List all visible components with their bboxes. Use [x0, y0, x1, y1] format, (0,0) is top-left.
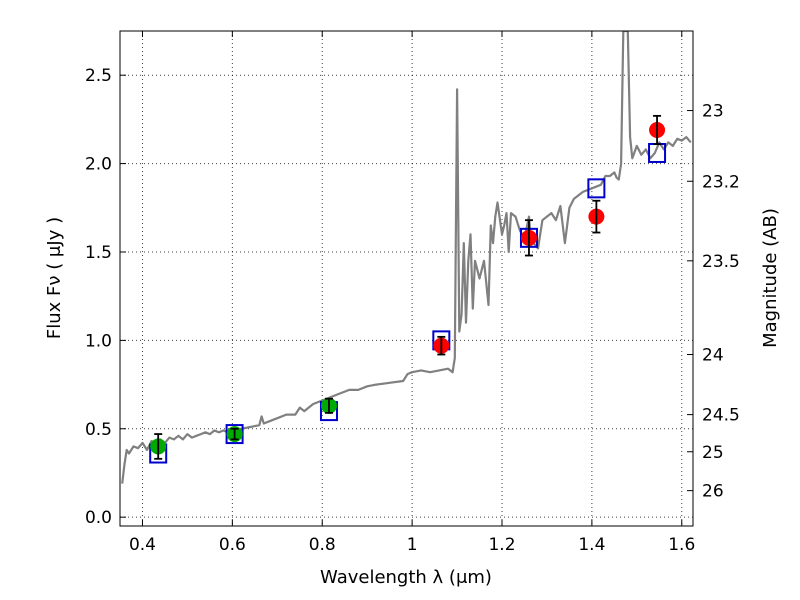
y-tick-label: 2.5: [85, 66, 112, 86]
x-tick-label: 0.6: [219, 535, 246, 555]
model-spectrum-line: [121, 31, 692, 484]
x-tick-label: 0.4: [129, 535, 156, 555]
grid-lines: [120, 31, 693, 526]
y2-tick-label: 25: [702, 443, 724, 463]
y2-tick-label: 23.2: [702, 172, 740, 192]
y2-tick-label: 26: [702, 482, 724, 502]
x-tick-label: 1.6: [668, 535, 695, 555]
y2-axis-label: Magnitude (AB): [760, 208, 781, 348]
y-tick-label: 0.0: [85, 508, 112, 528]
y-tick-label: 2.0: [85, 155, 112, 175]
y2-tick-label: 23: [702, 102, 724, 122]
y2-tick-label: 23.5: [702, 252, 740, 272]
y-axis-label: Flux Fν ( μJy ): [44, 217, 65, 339]
plot-frame: [119, 30, 694, 527]
y2-tick-label: 24: [702, 346, 724, 366]
x-tick-label: 1.4: [578, 535, 605, 555]
y-tick-label: 1.0: [85, 331, 112, 351]
plot-area: [121, 31, 692, 484]
x-tick-label: 1.2: [488, 535, 515, 555]
axes: 0.4 0.6 0.8 1 1.2 1.4 1.6 0.0 0.5 1.0 1.5 2.0 2.5 23 2…: [85, 31, 740, 555]
model-photometry-square: [587, 178, 606, 199]
y2-tick-label: 24.5: [702, 406, 740, 426]
x-tick-label: 1: [407, 535, 418, 555]
x-axis-label: Wavelength λ (μm): [320, 567, 492, 588]
y-tick-label: 1.5: [85, 243, 112, 263]
x-tick-label: 0.8: [309, 535, 336, 555]
y-tick-label: 0.5: [85, 420, 112, 440]
